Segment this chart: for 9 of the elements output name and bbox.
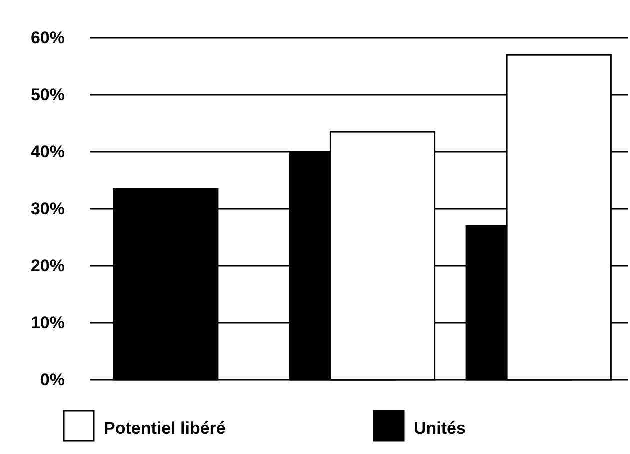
y-tick-label: 10% xyxy=(30,313,65,332)
y-tick-label: 20% xyxy=(30,256,65,276)
legend-label: Potentiel libéré xyxy=(104,419,226,438)
y-tick-label: 0% xyxy=(40,370,65,390)
y-tick-label: 50% xyxy=(30,85,65,104)
y-tick-label: 60% xyxy=(30,28,65,48)
y-tick-label: 30% xyxy=(30,199,65,218)
y-tick-label: 40% xyxy=(30,142,65,162)
legend-label: Unités xyxy=(414,419,466,438)
